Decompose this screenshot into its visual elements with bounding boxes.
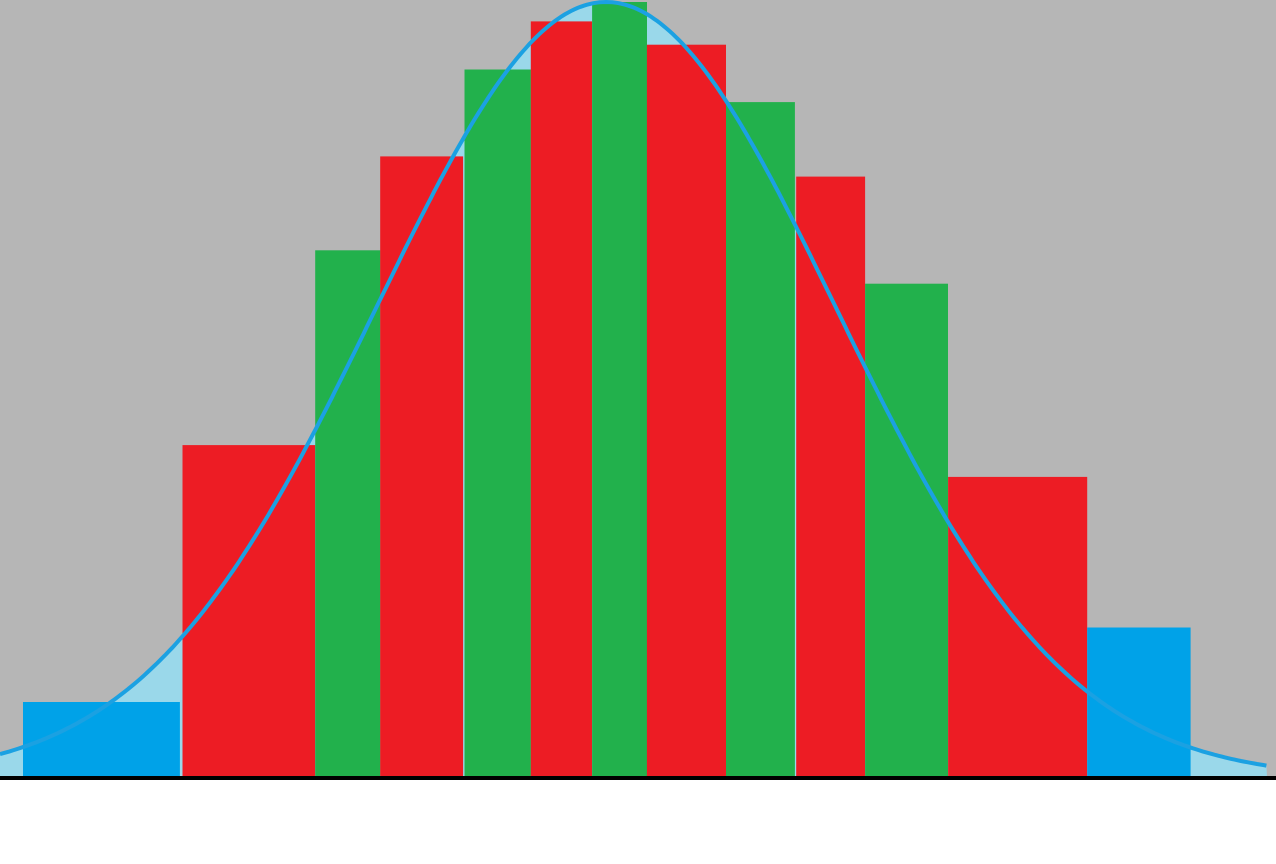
histogram-bar-7 [592,2,647,780]
histogram-bar-12 [948,476,1088,780]
histogram-bar-6 [530,21,592,780]
histogram-bars [23,2,1191,781]
histogram-bar-11 [865,283,948,780]
histogram-bar-8 [646,44,726,780]
bell-curve-line [0,0,1267,768]
histogram-bar-4 [380,156,464,780]
histogram-bar-9 [726,102,795,781]
below-axis-area [0,778,1276,864]
histogram-bar-5 [464,69,531,780]
histogram-bar-10 [796,176,866,781]
histogram-bar-3 [315,250,381,781]
histogram-bar-1 [23,702,180,780]
